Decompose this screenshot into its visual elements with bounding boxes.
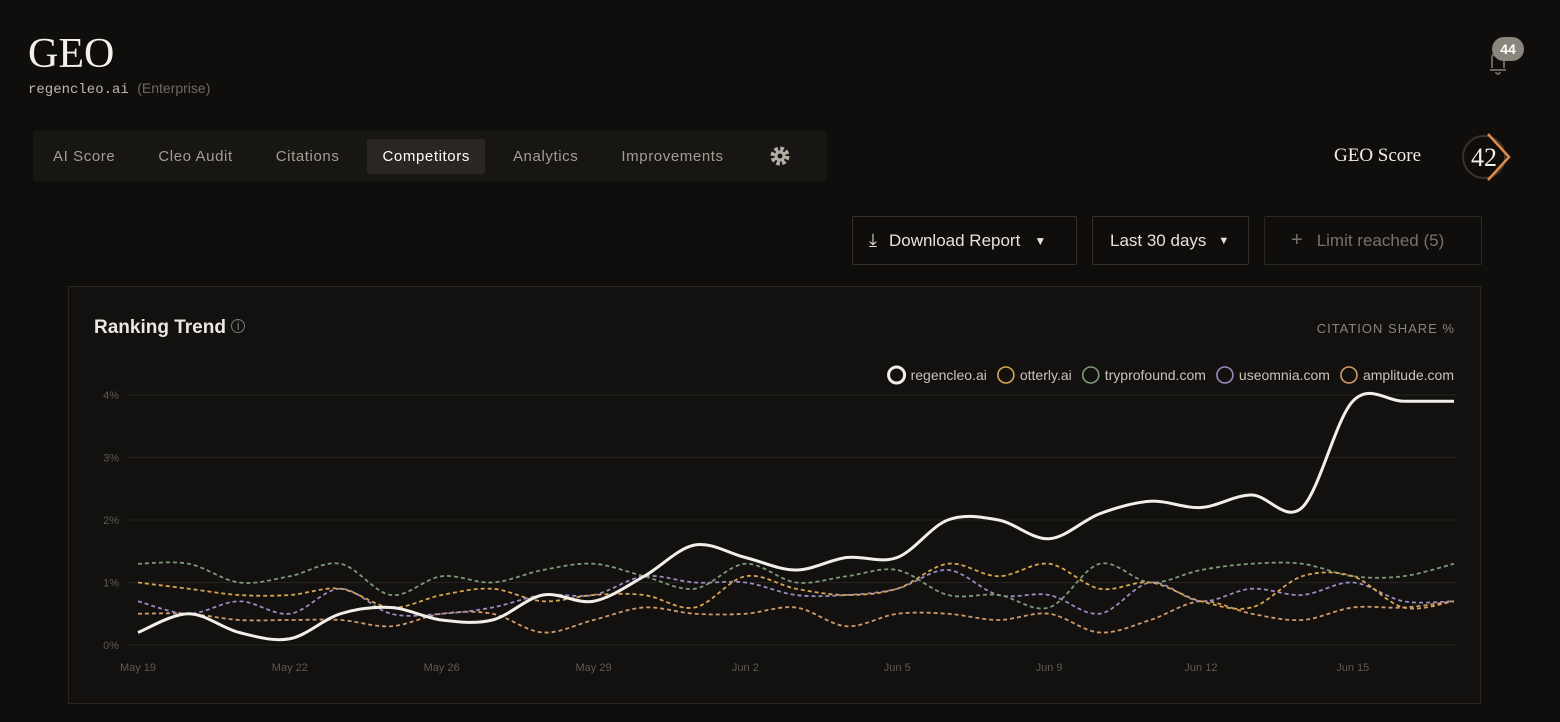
legend-marker bbox=[1340, 366, 1358, 384]
x-tick-label: Jun 12 bbox=[1184, 662, 1217, 674]
x-tick-label: May 22 bbox=[272, 662, 308, 674]
x-tick-label: Jun 2 bbox=[732, 662, 759, 674]
chart: 0% 1% 2% 3% 4% May 19 May 22 May 26 May 29 Jun 2 J… bbox=[103, 365, 1456, 674]
limit-label: Limit reached (5) bbox=[1316, 230, 1445, 250]
legend-marker bbox=[887, 365, 907, 385]
chart-card: Ranking Trend i CITATION SHARE % 0% 1% 2% 3… bbox=[68, 286, 1481, 704]
tab[interactable]: Cleo Audit bbox=[158, 147, 233, 165]
x-tick-label: Jun 15 bbox=[1336, 662, 1369, 674]
x-tick-label: Jun 9 bbox=[1036, 662, 1063, 674]
series-line bbox=[137, 600, 1455, 634]
x-tick-label: May 26 bbox=[424, 662, 460, 674]
legend-label: amplitude.com bbox=[1363, 367, 1454, 383]
legend-label: useomnia.com bbox=[1239, 367, 1330, 383]
bell-icon bbox=[1490, 37, 1524, 75]
score-ring bbox=[1462, 133, 1511, 181]
y-tick-label: 2% bbox=[103, 515, 119, 527]
score-label: GEO Score bbox=[1334, 145, 1422, 166]
series-line bbox=[137, 569, 1455, 617]
plan: (Enterprise) bbox=[137, 80, 211, 96]
app-title: GEO bbox=[28, 31, 115, 77]
tab[interactable]: Analytics bbox=[512, 147, 579, 165]
badge: 44 bbox=[1500, 41, 1516, 57]
settings-button[interactable] bbox=[768, 144, 792, 168]
legend: regencleo.ai otterly.ai tryprofound.com use… bbox=[887, 365, 1454, 385]
x-tick-label: May 29 bbox=[575, 662, 611, 674]
legend-marker bbox=[997, 366, 1015, 384]
y-tick-label: 4% bbox=[103, 390, 119, 402]
y-tick-label: 3% bbox=[103, 453, 119, 465]
axis-label: CITATION SHARE % bbox=[1316, 321, 1455, 336]
notifications[interactable]: 44 bbox=[1478, 30, 1538, 80]
x-tick-label: May 19 bbox=[120, 662, 156, 674]
gear-icon bbox=[770, 146, 790, 166]
y-tick-label: 0% bbox=[103, 640, 119, 652]
range-label: Last 30 days bbox=[1110, 230, 1207, 250]
series-line bbox=[137, 391, 1454, 642]
legend-label: regencleo.ai bbox=[911, 367, 987, 383]
chart-title-text: Ranking Trend bbox=[94, 317, 226, 338]
y-tick-label: 1% bbox=[103, 578, 119, 590]
limit-button: + Limit reached (5) bbox=[1264, 216, 1482, 265]
download-button[interactable]: ⤓ Download Report ▼ bbox=[852, 216, 1077, 265]
legend-label: otterly.ai bbox=[1020, 367, 1072, 383]
legend-marker bbox=[1081, 366, 1100, 384]
domain: regencleo.ai bbox=[28, 82, 129, 98]
tab[interactable]: Citations bbox=[275, 147, 340, 165]
x-tick-label: Jun 5 bbox=[884, 662, 911, 674]
legend-marker bbox=[1216, 366, 1234, 384]
series-line bbox=[137, 561, 1455, 610]
range-select[interactable]: Last 30 days ▼ bbox=[1092, 216, 1249, 265]
tab[interactable]: Improvements bbox=[621, 147, 724, 165]
score-badge: 42 bbox=[1460, 131, 1512, 183]
tab-bar: AI Score Cleo Audit Citations Competitors An… bbox=[33, 131, 827, 181]
series-line bbox=[137, 562, 1455, 610]
tab[interactable]: Competitors bbox=[367, 138, 485, 174]
score-value: 42 bbox=[1471, 143, 1497, 172]
download-label: Download Report bbox=[888, 230, 1021, 250]
chart-title: Ranking Trend i bbox=[94, 317, 246, 339]
tab[interactable]: AI Score bbox=[53, 147, 116, 165]
site-info: regencleo.ai (Enterprise) bbox=[28, 80, 210, 98]
legend-label: tryprofound.com bbox=[1105, 367, 1206, 383]
